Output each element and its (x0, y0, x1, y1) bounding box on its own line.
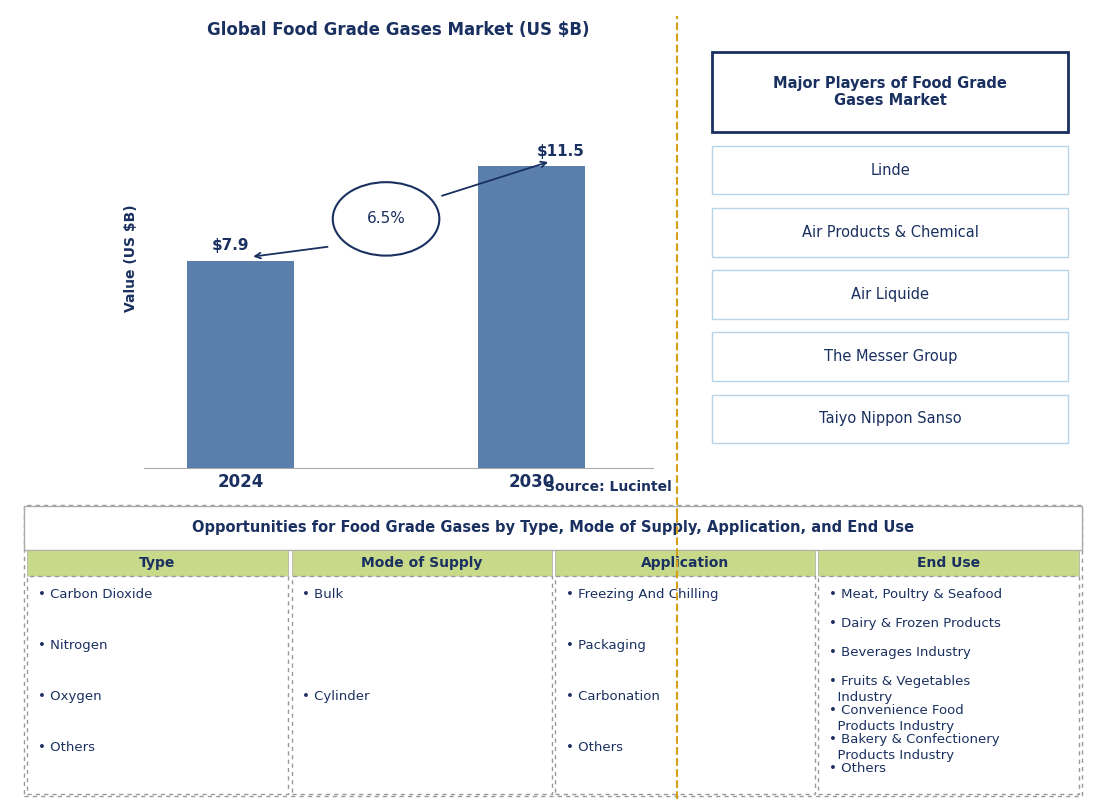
Text: • Others: • Others (38, 741, 95, 754)
FancyBboxPatch shape (555, 550, 815, 576)
Text: Opportunities for Food Grade Gases by Type, Mode of Supply, Application, and End: Opportunities for Food Grade Gases by Ty… (192, 521, 914, 535)
FancyBboxPatch shape (24, 506, 1082, 550)
Y-axis label: Value (US $B): Value (US $B) (124, 204, 138, 312)
Text: Major Players of Food Grade
Gases Market: Major Players of Food Grade Gases Market (773, 76, 1008, 108)
FancyBboxPatch shape (712, 146, 1068, 194)
Text: Taiyo Nippon Sanso: Taiyo Nippon Sanso (820, 412, 961, 426)
FancyBboxPatch shape (555, 576, 815, 794)
Text: $7.9: $7.9 (212, 238, 250, 253)
FancyBboxPatch shape (818, 550, 1078, 576)
Text: • Carbon Dioxide: • Carbon Dioxide (38, 588, 153, 601)
Text: • Cylinder: • Cylinder (302, 690, 369, 703)
Text: • Nitrogen: • Nitrogen (38, 639, 107, 652)
FancyBboxPatch shape (292, 550, 552, 576)
Text: 6.5%: 6.5% (366, 211, 406, 227)
Text: Application: Application (641, 556, 729, 570)
Text: • Bulk: • Bulk (302, 588, 344, 601)
Title: Global Food Grade Gases Market (US $B): Global Food Grade Gases Market (US $B) (207, 20, 589, 39)
Text: • Freezing And Chilling: • Freezing And Chilling (566, 588, 718, 601)
FancyBboxPatch shape (28, 550, 288, 576)
FancyBboxPatch shape (712, 395, 1068, 443)
Text: Mode of Supply: Mode of Supply (362, 556, 482, 570)
Text: • Oxygen: • Oxygen (38, 690, 102, 703)
Text: Type: Type (139, 556, 176, 570)
Bar (478, 166, 585, 468)
FancyBboxPatch shape (712, 52, 1068, 132)
Text: End Use: End Use (917, 556, 980, 570)
Text: • Packaging: • Packaging (566, 639, 646, 652)
Text: • Others: • Others (830, 763, 886, 776)
Text: • Others: • Others (566, 741, 623, 754)
Text: Linde: Linde (870, 163, 910, 178)
Text: Source: Lucintel: Source: Lucintel (544, 480, 671, 494)
FancyBboxPatch shape (712, 332, 1068, 381)
Bar (187, 261, 294, 468)
Text: • Carbonation: • Carbonation (566, 690, 659, 703)
Text: • Beverages Industry: • Beverages Industry (830, 646, 971, 659)
Text: Air Products & Chemical: Air Products & Chemical (802, 225, 979, 240)
Text: • Dairy & Frozen Products: • Dairy & Frozen Products (830, 617, 1001, 630)
Text: Air Liquide: Air Liquide (852, 287, 929, 302)
Text: • Convenience Food
  Products Industry: • Convenience Food Products Industry (830, 705, 963, 734)
Text: • Meat, Poultry & Seafood: • Meat, Poultry & Seafood (830, 588, 1002, 601)
FancyBboxPatch shape (712, 208, 1068, 257)
FancyBboxPatch shape (292, 576, 552, 794)
FancyBboxPatch shape (24, 505, 1082, 796)
Text: The Messer Group: The Messer Group (824, 349, 957, 364)
Text: • Bakery & Confectionery
  Products Industry: • Bakery & Confectionery Products Indust… (830, 734, 1000, 763)
Text: $11.5: $11.5 (536, 144, 584, 158)
FancyBboxPatch shape (28, 576, 288, 794)
FancyBboxPatch shape (712, 270, 1068, 319)
FancyBboxPatch shape (818, 576, 1078, 794)
Text: • Fruits & Vegetables
  Industry: • Fruits & Vegetables Industry (830, 675, 970, 705)
